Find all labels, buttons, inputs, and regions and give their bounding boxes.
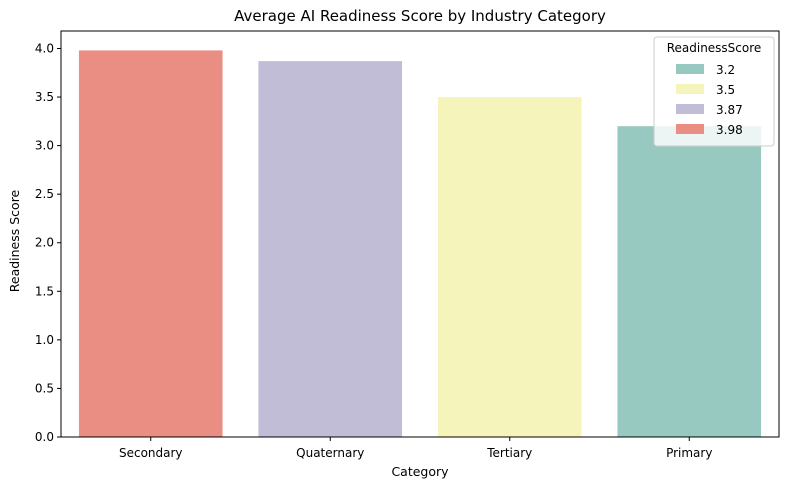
axes-frame xyxy=(60,30,780,438)
legend-swatch xyxy=(676,104,704,114)
y-tick-label: 3.0 xyxy=(35,139,54,153)
y-tick-label: 3.5 xyxy=(35,90,54,104)
legend-swatch xyxy=(676,64,704,74)
bar-quaternary xyxy=(258,61,403,437)
legend-label: 3.2 xyxy=(716,63,735,77)
chart-title: Average AI Readiness Score by Industry C… xyxy=(234,7,606,25)
plot-area xyxy=(78,50,762,438)
x-axis-label: Category xyxy=(391,464,449,479)
bar-secondary xyxy=(78,50,223,437)
legend-swatch xyxy=(676,84,704,94)
y-tick-label: 0.5 xyxy=(35,381,54,395)
legend-label: 3.98 xyxy=(716,123,743,137)
y-tick-label: 4.0 xyxy=(35,41,54,55)
y-axis-label: Readiness Score xyxy=(7,189,22,292)
legend-label: 3.87 xyxy=(716,103,743,117)
x-tick-label: Primary xyxy=(666,446,712,460)
legend-swatch xyxy=(676,124,704,134)
bar-primary xyxy=(617,126,762,438)
axes: Secondary Quaternary Tertiary Primary 0.0 0.5… xyxy=(35,30,780,460)
legend-label: 3.5 xyxy=(716,83,735,97)
y-tick-label: 0.0 xyxy=(35,430,54,444)
y-tick-label: 1.0 xyxy=(35,333,54,347)
x-tick-label: Quaternary xyxy=(296,446,364,460)
y-tick-label: 2.5 xyxy=(35,187,54,201)
x-tick-label: Tertiary xyxy=(486,446,532,460)
x-tick-label: Secondary xyxy=(119,446,183,460)
y-tick-label: 2.0 xyxy=(35,236,54,250)
y-tick-label: 1.5 xyxy=(35,284,54,298)
legend-title: ReadinessScore xyxy=(667,41,762,55)
bar-tertiary xyxy=(437,97,582,437)
legend: ReadinessScore 3.2 3.5 3.87 3.98 xyxy=(653,36,775,147)
